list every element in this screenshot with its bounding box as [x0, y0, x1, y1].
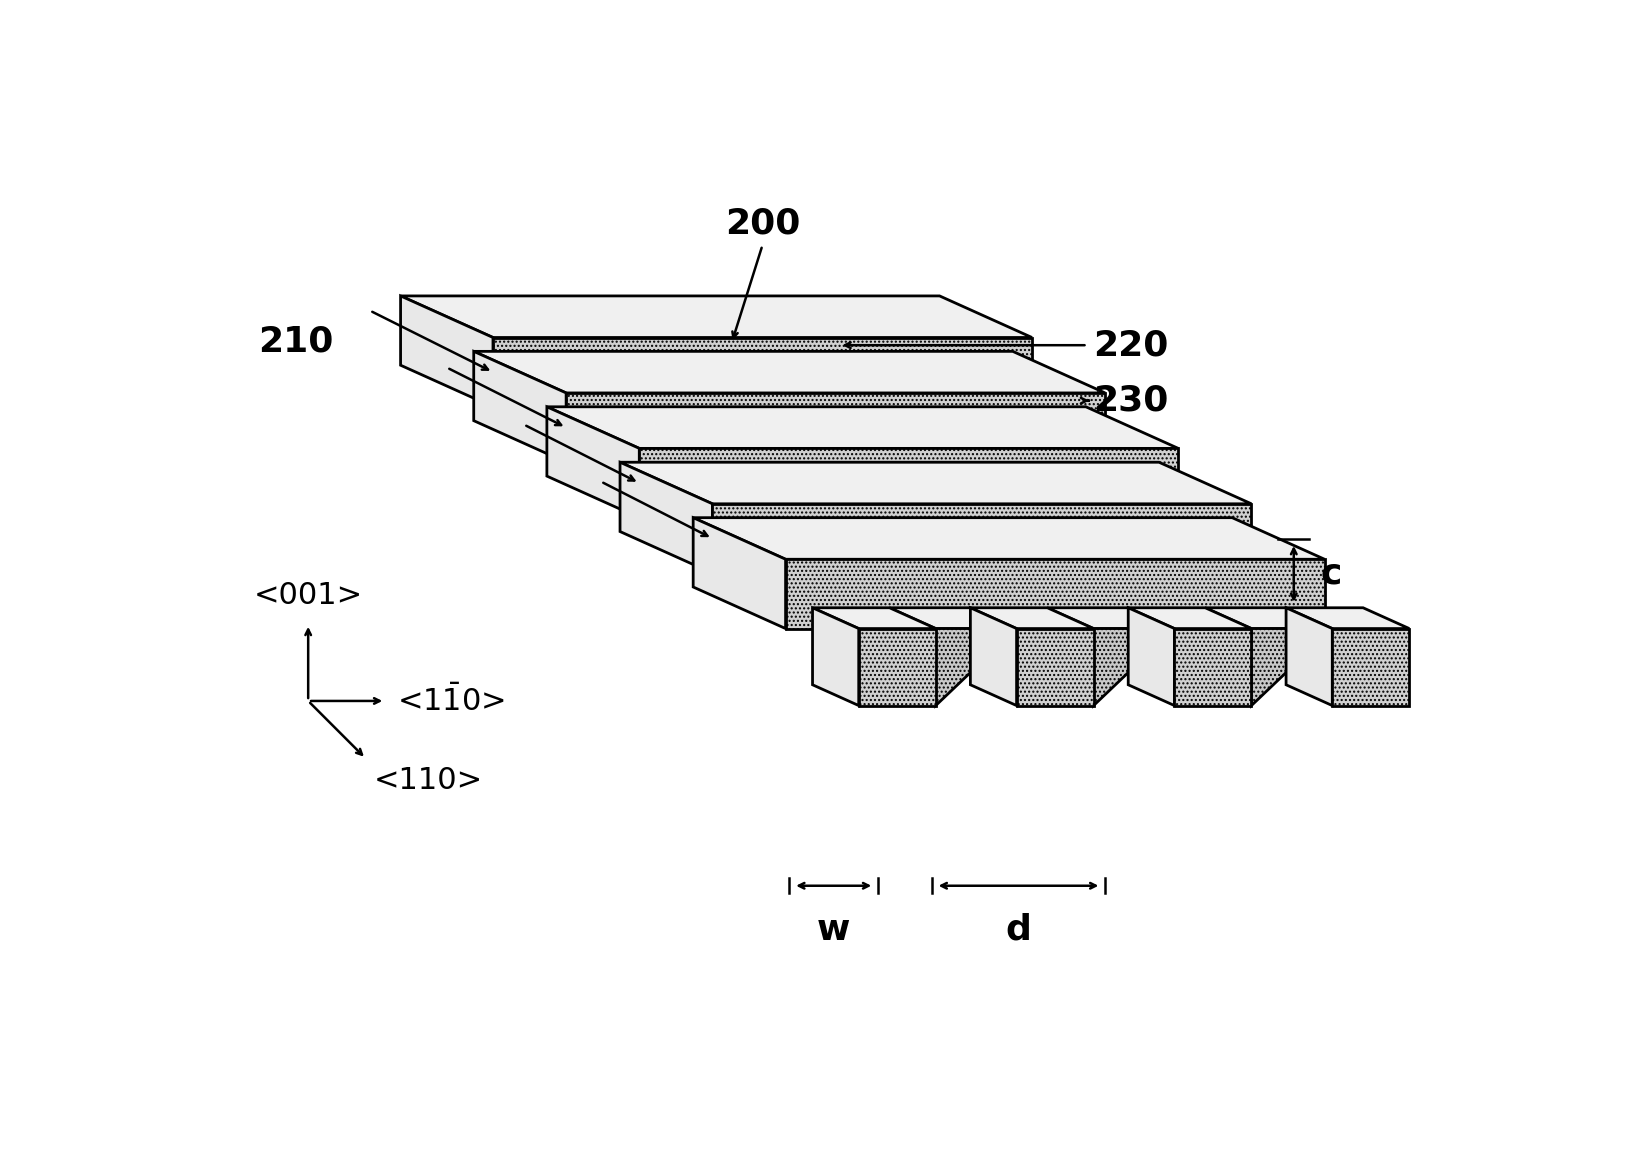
Polygon shape [935, 628, 1017, 706]
Polygon shape [713, 503, 1252, 573]
Polygon shape [1048, 607, 1175, 628]
Polygon shape [547, 407, 1178, 449]
Polygon shape [493, 338, 1031, 407]
Polygon shape [473, 352, 566, 463]
Text: 200: 200 [725, 207, 800, 241]
Polygon shape [1017, 628, 1093, 706]
Polygon shape [971, 607, 1017, 706]
Polygon shape [858, 628, 935, 706]
Polygon shape [1128, 607, 1175, 706]
Text: <110>: <110> [374, 766, 483, 795]
Polygon shape [566, 393, 1105, 463]
Text: 230: 230 [1093, 384, 1169, 418]
Polygon shape [620, 463, 1252, 503]
Polygon shape [1286, 607, 1410, 628]
Text: c: c [1320, 557, 1342, 591]
Text: 210: 210 [258, 324, 333, 359]
Text: d: d [1005, 913, 1031, 946]
Polygon shape [1175, 628, 1252, 706]
Polygon shape [620, 463, 713, 573]
Polygon shape [1093, 628, 1175, 706]
Polygon shape [889, 607, 1017, 628]
Polygon shape [1204, 607, 1332, 628]
Polygon shape [1252, 628, 1332, 706]
Polygon shape [1128, 607, 1252, 628]
Polygon shape [694, 517, 1325, 559]
Polygon shape [400, 296, 1031, 338]
Polygon shape [813, 607, 935, 628]
Text: 220: 220 [1093, 329, 1169, 362]
Text: <001>: <001> [253, 581, 362, 610]
Text: <1$\mathregular{\bar{1}}$0>: <1$\mathregular{\bar{1}}$0> [397, 685, 504, 717]
Polygon shape [473, 352, 1105, 393]
Polygon shape [1332, 628, 1410, 706]
Polygon shape [547, 407, 640, 517]
Polygon shape [400, 296, 493, 407]
Polygon shape [971, 607, 1093, 628]
Polygon shape [1286, 607, 1332, 706]
Polygon shape [640, 449, 1178, 517]
Text: w: w [816, 913, 850, 946]
Polygon shape [813, 607, 858, 706]
Polygon shape [785, 559, 1325, 628]
Polygon shape [694, 517, 785, 628]
